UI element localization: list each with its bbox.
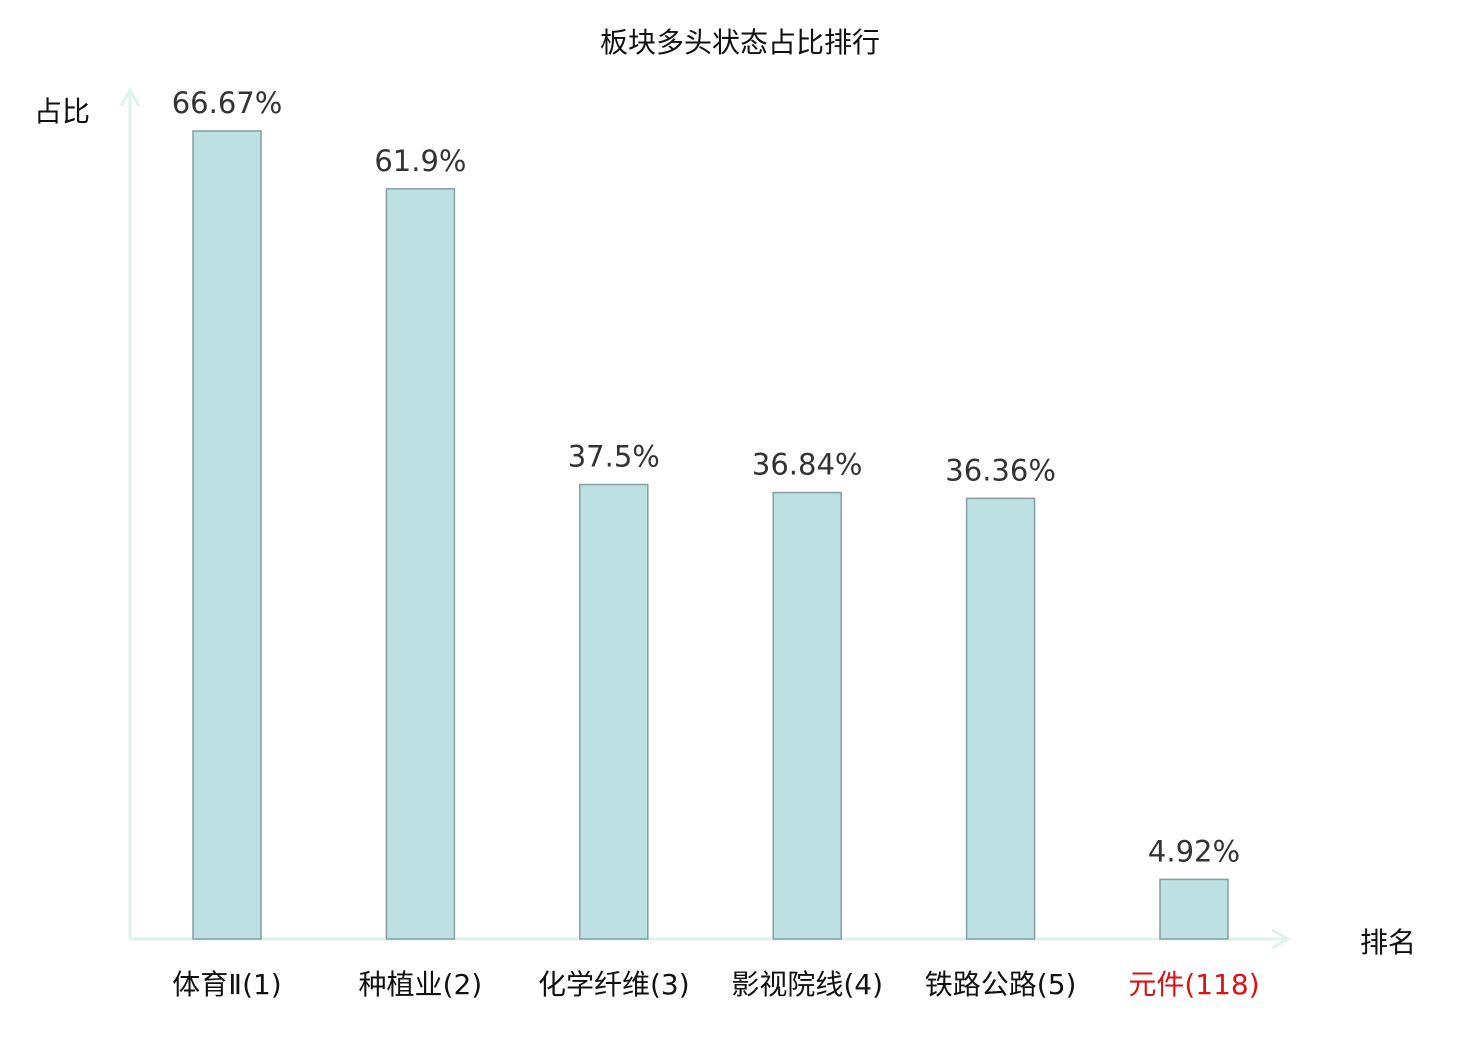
x-tick-name: 影视院线 <box>731 968 843 1001</box>
x-tick-label: 影视院线(4) <box>731 968 883 1001</box>
x-axis-label: 排名 <box>1360 926 1416 959</box>
value-labels: 66.67% 61.9% 37.5% 36.84% 36.36% 4.92% <box>172 86 1240 868</box>
x-tick-name: 化学纤维 <box>538 968 650 1001</box>
bar-value-label: 36.36% <box>945 453 1056 487</box>
y-axis-label: 占比 <box>34 95 90 128</box>
x-axis-arrow <box>1271 928 1292 950</box>
x-tick-label: 元件(118) <box>1128 968 1259 1001</box>
x-tick-rank: (4) <box>843 968 883 1001</box>
y-axis-arrow <box>119 86 141 107</box>
bar-value-label: 4.92% <box>1148 834 1240 868</box>
x-tick-label: 种植业(2) <box>359 968 483 1001</box>
bar-value-label: 61.9% <box>374 144 466 178</box>
bar-value-label: 66.67% <box>172 86 283 120</box>
x-tick-name: 元件 <box>1128 968 1184 1001</box>
x-tick-rank: (118) <box>1184 968 1259 1001</box>
bar <box>1159 878 1229 940</box>
x-tick-label: 体育Ⅱ(1) <box>172 968 281 1001</box>
x-tick-rank: (1) <box>242 968 282 1001</box>
bar-value-label: 36.84% <box>752 448 863 482</box>
bar <box>579 483 649 940</box>
x-tick-rank: (2) <box>443 968 483 1001</box>
x-tick-name: 铁路公路 <box>925 968 1037 1001</box>
x-tick-name: 体育Ⅱ <box>172 968 242 1001</box>
x-tick-name: 种植业 <box>359 968 443 1001</box>
bar-value-label: 37.5% <box>568 440 660 474</box>
bar <box>965 497 1036 940</box>
axes <box>119 86 1292 950</box>
x-tick-label: 化学纤维(3) <box>538 968 690 1001</box>
x-tick-rank: (3) <box>650 968 690 1001</box>
x-tick-label: 铁路公路(5) <box>925 968 1077 1001</box>
bar <box>772 491 842 940</box>
chart-title: 板块多头状态占比排行 <box>600 26 880 59</box>
bars <box>192 130 1229 940</box>
x-tick-rank: (5) <box>1037 968 1077 1001</box>
category-labels: 体育Ⅱ(1) 种植业(2) 化学纤维(3) 影视院线(4) 铁路公路(5) 元件(118) <box>172 968 1259 1001</box>
bar <box>192 130 262 940</box>
bar <box>385 188 456 940</box>
